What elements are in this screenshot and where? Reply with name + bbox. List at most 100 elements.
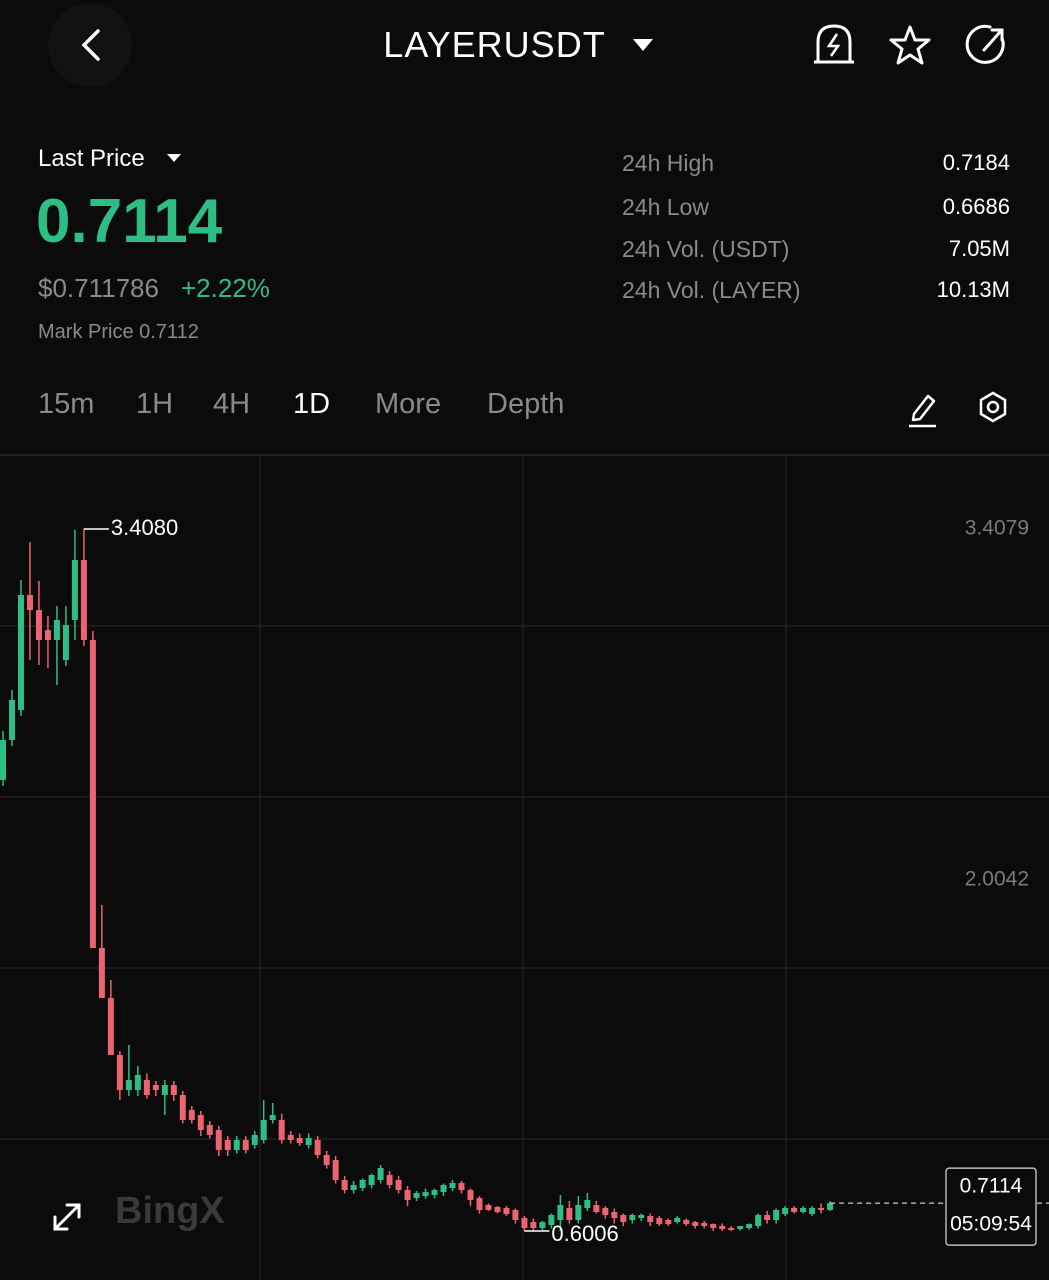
toolbar-icons	[0, 391, 1049, 456]
candle-body	[674, 1218, 681, 1222]
interval-tab[interactable]: 15m	[38, 388, 95, 420]
candle-body	[431, 1190, 438, 1195]
y-tick-label: 3.4079	[965, 517, 1029, 540]
candle-body	[0, 740, 6, 780]
candle-body	[683, 1220, 690, 1224]
candle-body	[566, 1208, 573, 1220]
symbol[interactable]: LAYERUSDT	[383, 24, 606, 65]
usd-price: $0.711786	[38, 273, 159, 303]
candle-body	[404, 1190, 411, 1200]
interval-tab[interactable]: More	[375, 388, 442, 420]
candle-body	[152, 1085, 159, 1090]
candle-body	[26, 595, 33, 610]
expand-icon[interactable]	[53, 1203, 81, 1231]
high-label: 3.4080	[111, 515, 178, 540]
mark-price: Mark Price 0.7112	[38, 321, 199, 343]
candle-body	[620, 1215, 627, 1222]
candle-body	[602, 1208, 609, 1215]
settings-icon[interactable]	[979, 391, 1007, 423]
candle-body	[458, 1183, 465, 1190]
candle-body	[314, 1140, 321, 1155]
interval-tab[interactable]: 4H	[213, 388, 251, 420]
candle-body	[278, 1120, 285, 1140]
candle-body	[35, 610, 42, 640]
candle-body	[701, 1223, 708, 1226]
candle-body	[296, 1138, 303, 1143]
stat-value: 0.7184	[942, 150, 1010, 175]
candle-body	[773, 1210, 780, 1220]
last-price: 0.7114	[36, 187, 223, 256]
share-icon[interactable]	[965, 24, 1005, 64]
candle-body	[719, 1226, 726, 1229]
candle-body	[188, 1110, 195, 1120]
candle-body	[521, 1218, 528, 1228]
alert-icon[interactable]	[814, 24, 854, 64]
grid	[0, 455, 1049, 1280]
interval-tab[interactable]: 1D	[293, 388, 331, 420]
candle-body	[98, 948, 105, 998]
candle-body	[512, 1210, 519, 1220]
interval-tab[interactable]: Depth	[487, 388, 565, 420]
y-tick-label: 2.0042	[965, 867, 1029, 890]
candle-body	[503, 1208, 510, 1214]
candle-body	[323, 1155, 330, 1165]
candle-body	[647, 1216, 654, 1222]
candle-body	[143, 1080, 150, 1095]
back-icon[interactable]	[81, 29, 100, 61]
stat-value: 10.13M	[936, 277, 1010, 302]
favorite-icon[interactable]	[889, 25, 931, 65]
candle-body	[818, 1208, 825, 1210]
candle-body	[692, 1222, 699, 1226]
header: LAYERUSDT	[0, 24, 1049, 66]
candle-body	[62, 625, 69, 660]
candle-body	[305, 1138, 312, 1145]
candle-body	[809, 1208, 816, 1214]
candle-body	[206, 1125, 213, 1135]
candle-body	[233, 1140, 240, 1150]
candle-body	[125, 1080, 132, 1090]
candle-body	[476, 1198, 483, 1210]
countdown: 05:09:54	[950, 1213, 1032, 1236]
candle-body	[827, 1203, 834, 1210]
candle-body	[710, 1224, 717, 1228]
stat-label: 24h Vol. (USDT)	[622, 236, 790, 262]
price-label[interactable]: Last Price	[38, 145, 145, 172]
candle-body	[530, 1222, 537, 1228]
candle-body	[665, 1220, 672, 1224]
last-price-box	[945, 1167, 1037, 1246]
candle-body	[368, 1175, 375, 1185]
candle-body	[287, 1135, 294, 1140]
candle-body	[341, 1180, 348, 1190]
candle-body	[71, 560, 78, 620]
candle-body	[782, 1208, 789, 1214]
candle-body	[269, 1115, 276, 1120]
candle-body	[116, 1055, 123, 1090]
price-label-dropdown[interactable]	[166, 152, 182, 164]
back-button-bg[interactable]	[48, 3, 132, 87]
watermark: BingX	[115, 1190, 225, 1232]
stat-label: 24h Vol. (LAYER)	[622, 277, 801, 303]
candle-body	[539, 1222, 546, 1228]
candle-body	[17, 595, 24, 710]
candle-body	[593, 1205, 600, 1212]
low-label: 0.6006	[551, 1221, 618, 1246]
candle-body	[449, 1183, 456, 1188]
candle-body	[332, 1160, 339, 1180]
draw-icon[interactable]	[909, 394, 936, 428]
candle-body	[215, 1130, 222, 1150]
symbol-dropdown[interactable]	[633, 39, 653, 51]
candle-body	[134, 1075, 141, 1090]
candle-body	[611, 1212, 618, 1218]
candle-body	[440, 1185, 447, 1192]
candle-body	[89, 640, 96, 948]
candlestick-chart: BingX 3.4079 2.0042 3.4080 0.6006 0.7114 05:0…	[0, 455, 1049, 1280]
candle-body	[251, 1135, 258, 1145]
candle-body	[350, 1185, 357, 1190]
candle-body	[359, 1180, 366, 1188]
candle-body	[161, 1085, 168, 1095]
candle-body	[557, 1205, 564, 1220]
interval-tab[interactable]: 1H	[136, 388, 174, 420]
candle-body	[467, 1190, 474, 1200]
candle-body	[377, 1168, 384, 1180]
